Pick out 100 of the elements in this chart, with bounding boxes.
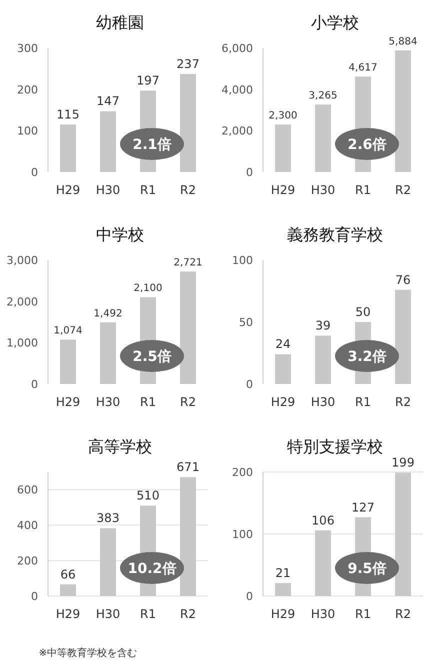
annotation: 10.2倍 xyxy=(128,560,176,577)
chart-title: 幼稚園 xyxy=(96,13,144,32)
bar xyxy=(60,340,76,384)
bar xyxy=(100,111,116,172)
data-label: 115 xyxy=(56,107,80,122)
data-label: 1,074 xyxy=(54,326,82,337)
bar xyxy=(315,530,331,596)
y-tick-label: 200 xyxy=(17,83,38,96)
x-tick-label: H29 xyxy=(56,607,80,621)
x-tick-label: R1 xyxy=(140,607,156,621)
y-tick-label: 1,000 xyxy=(6,336,38,350)
x-tick-label: H29 xyxy=(56,395,80,409)
x-tick-label: R1 xyxy=(140,183,156,197)
x-tick-label: H30 xyxy=(310,395,336,409)
bar xyxy=(315,104,331,172)
data-label: 50 xyxy=(355,305,371,319)
data-label: 66 xyxy=(60,567,76,582)
bar xyxy=(395,290,411,384)
x-tick-label: R2 xyxy=(395,607,411,621)
x-tick-label: R1 xyxy=(140,395,156,409)
chart-title: 特別支援学校 xyxy=(287,437,383,456)
data-label: 127 xyxy=(352,500,374,514)
y-tick-label: 3,000 xyxy=(6,254,38,267)
y-tick-label: 600 xyxy=(17,484,38,497)
x-tick-label: H30 xyxy=(310,607,336,621)
annotation: 3.2倍 xyxy=(348,348,386,365)
data-label: 1,492 xyxy=(94,308,122,320)
data-label: 237 xyxy=(176,57,200,72)
y-tick-label: 0 xyxy=(31,590,38,603)
y-tick-label: 4,000 xyxy=(222,83,253,96)
y-tick-label: 300 xyxy=(17,42,38,55)
data-label: 2,100 xyxy=(134,283,162,294)
data-label: 4,617 xyxy=(348,62,378,74)
bar xyxy=(60,584,76,596)
y-tick-label: 100 xyxy=(232,528,253,541)
data-label: 199 xyxy=(392,456,414,470)
bar xyxy=(100,322,116,384)
y-tick-label: 0 xyxy=(246,378,253,391)
x-tick-label: R2 xyxy=(180,395,196,409)
y-tick-label: 400 xyxy=(17,519,38,532)
x-tick-label: R1 xyxy=(355,183,371,197)
annotation: 9.5倍 xyxy=(348,560,386,577)
chart-title: 高等学校 xyxy=(88,437,152,456)
y-tick-label: 0 xyxy=(31,166,38,179)
bar xyxy=(180,477,196,596)
data-label: 5,884 xyxy=(388,36,418,48)
bar xyxy=(395,50,411,172)
x-tick-label: H29 xyxy=(270,183,296,197)
x-tick-label: H30 xyxy=(310,183,336,197)
data-label: 3,265 xyxy=(308,90,338,102)
chart-title: 小学校 xyxy=(311,13,359,32)
x-tick-label: H29 xyxy=(270,395,296,409)
y-tick-label: 200 xyxy=(17,554,38,568)
annotation: 2.6倍 xyxy=(348,136,386,153)
bar xyxy=(180,74,196,172)
y-tick-label: 0 xyxy=(246,590,253,603)
x-tick-label: H30 xyxy=(96,395,120,409)
bar xyxy=(315,336,331,384)
data-label: 197 xyxy=(136,74,160,88)
y-tick-label: 100 xyxy=(17,124,38,138)
x-tick-label: R2 xyxy=(180,183,196,197)
x-tick-label: R2 xyxy=(395,183,411,197)
y-tick-label: 200 xyxy=(232,466,253,479)
chart-title: 義務教育学校 xyxy=(287,225,383,244)
data-label: 24 xyxy=(275,337,291,352)
bar xyxy=(100,528,116,596)
y-tick-label: 100 xyxy=(232,254,253,267)
data-label: 2,721 xyxy=(174,258,202,269)
data-label: 147 xyxy=(96,94,120,108)
bar xyxy=(395,472,411,596)
x-tick-label: H29 xyxy=(56,183,80,197)
x-tick-label: R1 xyxy=(355,607,371,621)
x-tick-label: R1 xyxy=(355,395,371,409)
data-label: 21 xyxy=(275,566,291,580)
x-tick-label: H30 xyxy=(96,183,120,197)
chart-title: 中学校 xyxy=(96,225,144,244)
bar xyxy=(60,124,76,172)
bar xyxy=(275,582,291,596)
x-tick-label: H29 xyxy=(270,607,296,621)
data-label: 510 xyxy=(136,488,160,503)
data-label: 383 xyxy=(96,511,120,526)
annotation: 2.1倍 xyxy=(132,136,172,153)
data-label: 106 xyxy=(312,513,334,528)
x-tick-label: R2 xyxy=(180,607,196,621)
y-tick-label: 0 xyxy=(31,378,38,391)
y-tick-label: 0 xyxy=(246,166,253,179)
text: ※中等教育学校を含む xyxy=(38,647,138,659)
bar xyxy=(180,272,196,384)
data-label: 2,300 xyxy=(268,110,298,122)
x-tick-label: R2 xyxy=(395,395,411,409)
data-label: 39 xyxy=(315,318,331,333)
y-tick-label: 6,000 xyxy=(222,42,253,55)
data-label: 76 xyxy=(395,272,411,287)
y-tick-label: 2,000 xyxy=(222,124,253,138)
data-label: 671 xyxy=(176,460,200,474)
y-tick-label: 2,000 xyxy=(6,295,38,308)
bar xyxy=(275,124,291,172)
annotation: 2.5倍 xyxy=(132,348,172,365)
x-tick-label: H30 xyxy=(96,607,120,621)
y-tick-label: 50 xyxy=(239,316,253,329)
